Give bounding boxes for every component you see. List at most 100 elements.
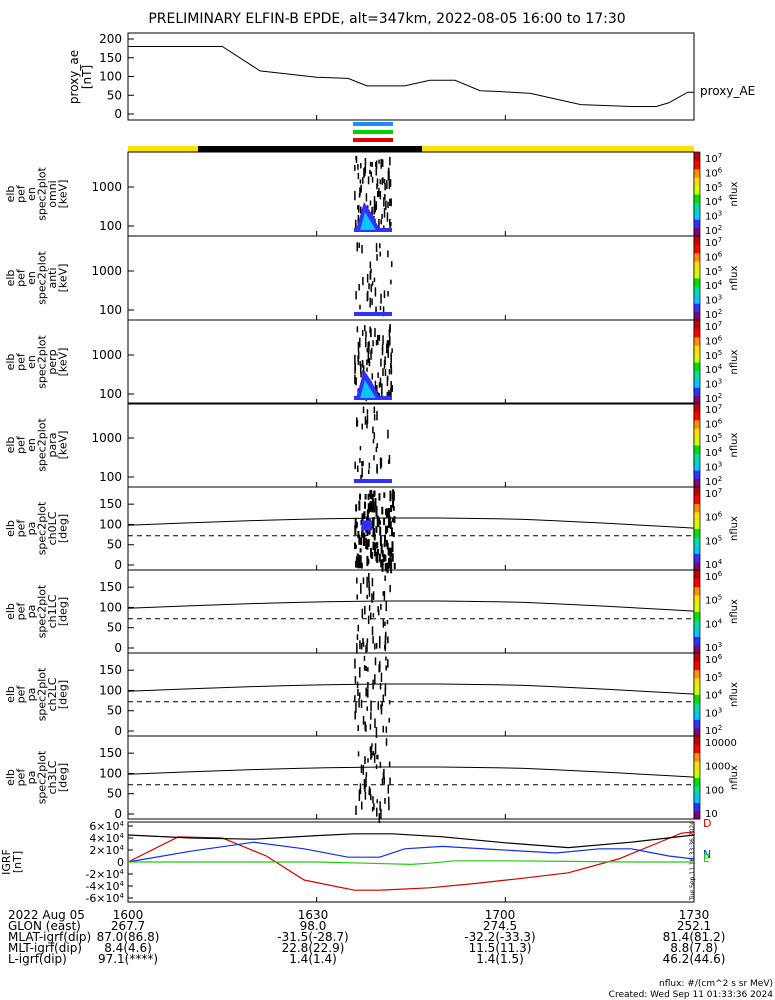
spectrogram-pixel — [356, 634, 359, 640]
spectrogram-pixel — [375, 160, 378, 169]
spectrogram-pixel — [362, 370, 364, 377]
pa-panel-ylabel-line: pa — [25, 605, 38, 619]
spectrogram-pixel — [358, 534, 361, 545]
spectrogram-pixel — [355, 223, 357, 229]
spectrogram-pixel — [369, 261, 372, 269]
colorbar-segment — [694, 453, 700, 463]
spectrogram-pixel — [389, 490, 392, 502]
spectrogram-pixel — [372, 591, 375, 600]
spectrogram-pixel — [379, 457, 382, 467]
colorbar-tick-label: 104 — [705, 279, 723, 292]
ephemeris-table: 2022 Aug 05 1600 1630 1700 1730 GLON (east) 26… — [8, 908, 725, 966]
igrf-ytick-label: 6×104 — [89, 820, 124, 833]
pa-panel-ylabel-line: pef — [14, 685, 27, 704]
spectrogram-pixel — [390, 563, 393, 574]
spectrogram-pixel — [373, 277, 376, 283]
igrf-ytick-label: 0 — [117, 856, 124, 869]
spectrogram-pixel — [375, 306, 377, 316]
pa-ytick-label: 0 — [114, 724, 122, 738]
spectrogram-pixel — [357, 725, 359, 732]
spectrogram-pixel — [368, 572, 370, 583]
energy-panel-ylabel-line: en — [25, 271, 38, 285]
spectrogram-pixel — [365, 331, 367, 338]
spectrogram-pixel — [371, 626, 374, 636]
colorbar-segment — [694, 461, 700, 471]
spectrogram-pixel — [376, 542, 379, 549]
spectrogram-pixel — [387, 784, 390, 794]
spectrogram-pixel — [362, 637, 364, 644]
spectrogram-pixel — [391, 517, 394, 523]
igrf-ytick-label: 2×104 — [89, 844, 124, 857]
spectrogram-pixel — [387, 250, 389, 258]
spectrogram-pixel — [381, 558, 384, 567]
spectrogram-pixel — [369, 547, 372, 558]
spectrogram-pixel — [385, 738, 388, 746]
spectrogram-pixel — [383, 518, 386, 526]
colorbar-tick-label: 103 — [705, 378, 722, 391]
spectrogram-core — [362, 520, 372, 531]
pa-panel-ylabel-line: spec2plot — [35, 750, 48, 804]
igrf-legend-d: D — [703, 817, 711, 830]
spectrogram-pixel — [371, 298, 373, 305]
pa-panel-ylabel-line: pa — [25, 688, 38, 702]
spectrogram-pixel — [366, 555, 369, 566]
colorbar-segment — [694, 252, 700, 262]
colorbar-segment — [694, 328, 700, 338]
colorbar-pa-0: 107 106 105 104 nflux — [693, 486, 740, 571]
spectrogram-pixel — [387, 290, 389, 297]
colorbar-tick-label: 107 — [705, 152, 722, 165]
spectrogram-pixel — [369, 328, 372, 338]
igrf-line-n — [127, 841, 695, 863]
spectrogram-pixel — [387, 167, 390, 175]
colorbar-segment — [694, 278, 700, 287]
colorbar-segment — [694, 711, 700, 720]
pa-panel-ylabel-line: elb — [4, 603, 17, 620]
spectrogram-pixel — [377, 606, 379, 613]
colorbar-tick-label: 104 — [705, 195, 723, 208]
proxy-ae-series-label: proxy_AE — [700, 84, 755, 98]
ephemeris-value: 1.4(1.5) — [476, 952, 524, 966]
colorbar-label: nflux — [729, 599, 740, 624]
pa-panel-ylabel-line: ch3LC — [46, 760, 59, 794]
spectrogram-pixel — [371, 743, 373, 748]
spectrogram-pixel — [369, 169, 371, 175]
spectrogram-pixel — [365, 538, 368, 550]
pa-panel-ylabel-line: pa — [25, 522, 38, 536]
spectrogram-pixel — [359, 187, 361, 196]
spectrogram-pixel — [357, 359, 360, 366]
spectrogram-pixel — [370, 347, 373, 354]
spectrogram-pixel — [373, 490, 376, 496]
spectrogram-pixel — [356, 417, 358, 427]
spectrogram-pixel — [354, 544, 357, 549]
ephemeris-value: 252.1 — [677, 919, 711, 933]
time-tick-marks — [127, 115, 695, 902]
colorbar-pa-1: 106 105 104 103 nflux — [693, 569, 740, 654]
spectrogram-pixel — [371, 552, 374, 560]
igrf-line-total — [127, 833, 695, 849]
energy-panel-ylabel-line: en — [25, 187, 38, 201]
spectrogram-pixel — [388, 717, 390, 723]
colorbar-tick-label: 100 — [705, 785, 724, 796]
spectrogram-pixel — [384, 183, 386, 191]
spectrogram-pixel — [382, 368, 384, 376]
spectrogram-pixel — [368, 283, 370, 290]
spectrogram-pixel — [363, 665, 366, 671]
colorbar-segment — [694, 594, 700, 604]
spectrogram-pixel — [371, 577, 374, 587]
colorbar-segment — [694, 603, 700, 612]
spectrogram-pixel — [384, 683, 387, 690]
spectrogram-pixel — [389, 198, 391, 206]
spectrogram-pixel — [367, 681, 369, 689]
proxy-ae-panel: proxy_AE 200 150 100 50 0 proxy_ae[nT] — [67, 32, 755, 121]
spectrogram-pixel — [377, 609, 380, 616]
spectrogram-pixel — [358, 242, 360, 248]
spectrogram-pixel — [380, 603, 382, 610]
colorbar-segment — [694, 445, 700, 454]
colorbar-tick-label: 105 — [705, 432, 722, 445]
spectrogram-pixel — [359, 640, 361, 649]
spectrogram-pixel — [361, 360, 364, 368]
